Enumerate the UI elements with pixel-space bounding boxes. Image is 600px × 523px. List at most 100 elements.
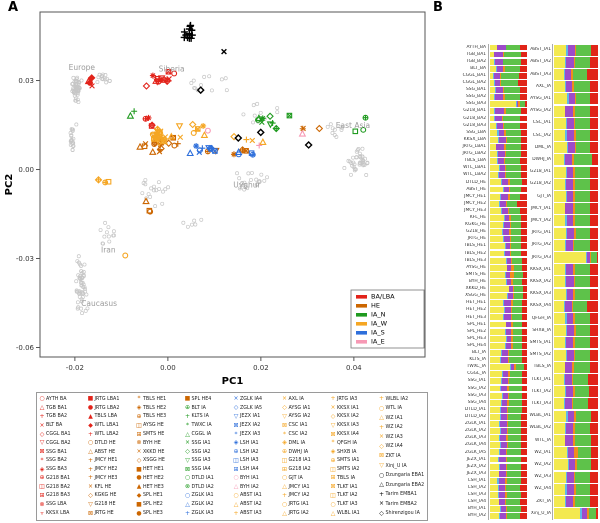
admixture-segment [512,342,523,349]
legend-symbol-icon: ◈ [233,439,239,447]
legend-symbol-icon: ⊞ [233,465,239,473]
admixture-segment [510,364,512,371]
admixture-segment [508,428,522,435]
admixture-segment [574,288,590,300]
legend-entry-label: KKSX LBA [46,511,70,517]
admixture-segment [572,288,575,300]
admixture-segment [498,463,500,470]
legend-entry-label: WLBL IA2 [385,396,409,402]
admixture-segment [522,328,527,335]
admixture-segment [521,378,527,385]
admixture-segment [520,513,527,520]
admixture-row-label: SSG_IA1 [467,378,486,384]
data-point [360,126,367,133]
data-point [221,48,227,55]
admixture-segment [505,151,506,157]
region-label: Iran [101,246,116,255]
admixture-segment [517,80,527,86]
legend-symbol-icon: ⊕ [184,404,191,412]
legend-entry-label: QFGH IA [337,440,358,446]
background-point [74,122,79,127]
admixture-row-label: Xinj_U_IA [530,510,551,516]
data-point [157,75,166,83]
admixture-segment [495,143,497,150]
admixture-row-label: SMTS_IA1 [529,340,551,346]
admixture-segment [504,250,511,257]
admixture-segment [490,186,503,193]
admixture-row-label: KFL_HE [469,215,486,221]
background-point [112,233,116,238]
pca-legend-box [350,289,425,349]
legend-entry-label: SSG LBA [46,502,67,508]
legend-entry: △ Dzungaria EBA2 [378,481,427,490]
admixture-segment [590,313,598,324]
legend-entry-label: ABST HE [94,449,116,455]
legend-entry-label: WTL LBA1 [94,423,119,429]
admixture-row-label: WTL_IA [535,437,551,443]
legend-entry-label: Tarim EMBA2 [385,501,417,507]
admixture-bar [554,142,598,154]
pca-plot: Europe Siberia East Asia Uyghur Iran Caucasus… [4,11,426,387]
admixture-segment [521,449,527,456]
admixture-row-label: BLT_IA [471,350,486,356]
legend-entry-label: JMCY IA1 [288,484,310,490]
pca-legend-label: BA/LBA [371,293,395,301]
data-point [352,128,359,135]
legend-entry: ○ TLKT IA3 [329,500,378,509]
admixture-row-label: ABST_IA1 [530,47,551,53]
admixture-segment [502,229,510,236]
y-tick-label: 0.00 [18,166,34,174]
admixture-segment [573,215,575,227]
legend-entry: ◫ G218 IA1 [281,456,330,465]
admixture-row-label: TGB_BA1 [465,51,486,57]
background-point [352,168,357,173]
background-point [152,184,156,189]
admixture-segment [567,44,575,56]
legend-entry: ⊠ JRTG HE [87,509,136,518]
legend-entry: ⊠ JEZX IA2 [232,421,281,430]
admixture-row-label: HET_HE2 [466,307,486,313]
admixture-row-label: KKSX_IA1 [530,266,551,272]
legend-entry-label: TLKT IA1 [337,484,358,490]
legend-column: * TBLS HE1 ◈ TBLS HE2 ⊕ TBLS HE3 ◫ AYSG HE ⊞ SMTS… [135,395,184,518]
background-point [334,134,339,139]
admixture-bar [554,300,598,312]
admixture-segment [590,337,598,349]
pca-legend-swatch [356,313,367,317]
legend-entry-label: JMCY IA2 [288,493,310,499]
admixture-segment [490,421,500,427]
admixture-segment [520,87,527,94]
admixture-row-label: ZGLK_IA1 [464,421,486,427]
admixture-segment [520,165,527,172]
admixture-bar [554,483,598,495]
admixture-bar [490,179,527,186]
admixture-segment [521,428,527,435]
x-tick-label: 0.00 [160,364,176,372]
background-point [103,73,108,77]
admixture-segment [494,108,496,115]
admixture-row-label: TBLS_HE3 [464,257,486,263]
admixture-segment [501,349,508,356]
legend-entry: ⊠ TLKT IA1 [329,483,378,492]
admixture-bar [554,471,598,483]
admixture-segment [521,215,527,221]
admixture-segment [494,58,496,65]
admixture-segment [521,470,527,477]
background-point [102,234,107,239]
admixture-segment [503,58,522,65]
admixture-row-label: SPL_HE4 [467,342,486,348]
admixture-row-label: WTL_LBA2 [463,172,486,178]
admixture-row-label: JEZX_IA2 [466,463,486,469]
admixture-segment [565,105,574,117]
legend-entry: ⊕ DWHJ IA [281,448,330,457]
legend-entry: ◫ TLKT IA2 [329,492,378,501]
admixture-segment [590,190,598,202]
legend-entry-label: AYSG IA2 [288,414,311,420]
background-point [328,122,333,127]
admixture-bar [490,349,527,356]
admixture-segment [503,186,509,193]
admixture-segment [565,361,573,373]
admixture-row-label: TBLS_HE1 [464,243,486,249]
legend-entry: × BLT BA [38,421,87,430]
background-point [181,220,186,225]
